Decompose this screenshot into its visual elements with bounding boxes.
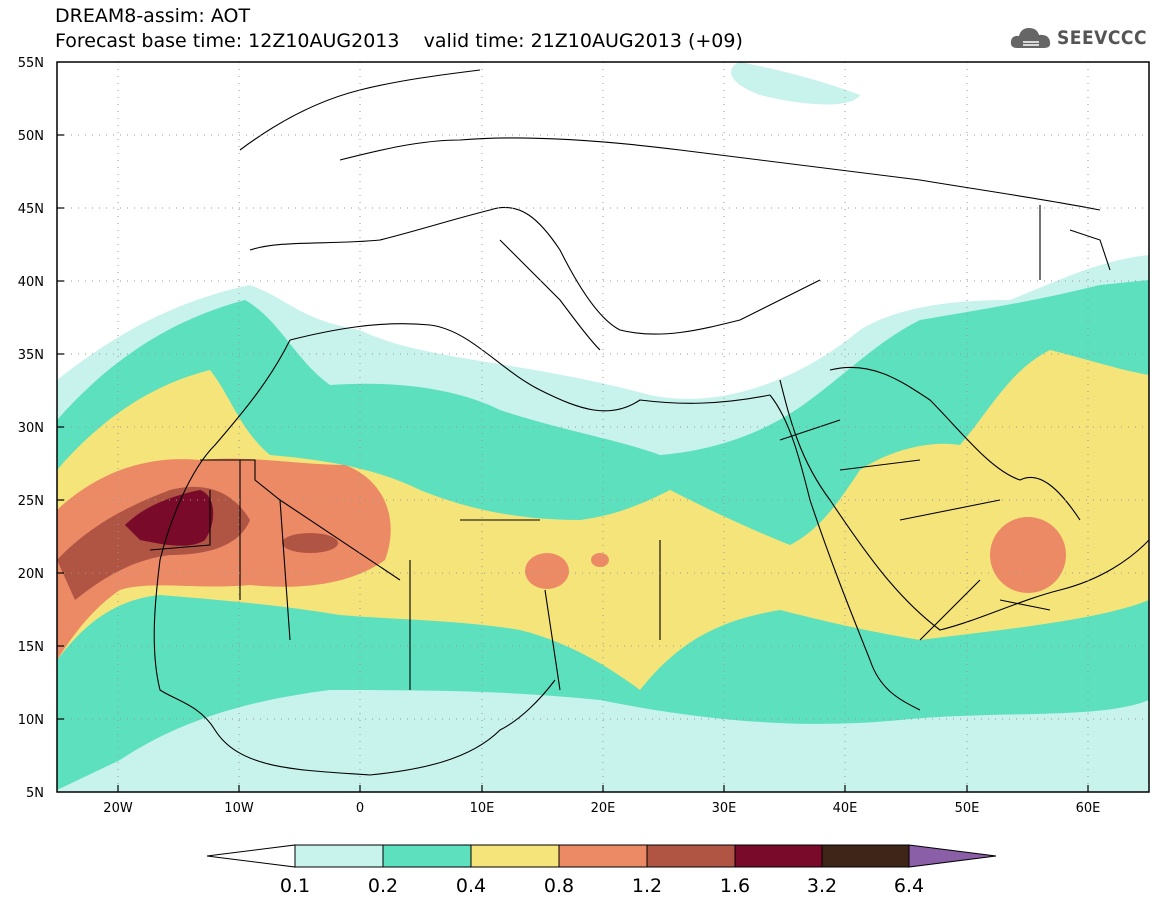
colorbar-label: 3.2 xyxy=(807,875,837,897)
lon-label: 10W xyxy=(224,801,254,816)
lat-label: 20N xyxy=(18,567,44,582)
lon-label: 20E xyxy=(591,801,616,816)
forecast-times: Forecast base time: 12Z10AUG2013 valid t… xyxy=(55,30,743,52)
axis-ticks xyxy=(57,134,1089,792)
logo-text: SEEVCCC xyxy=(1056,27,1147,49)
colorbar-bin xyxy=(470,844,560,868)
valid-time: valid time: 21Z10AUG2013 (+09) xyxy=(423,30,743,52)
lat-label: 40N xyxy=(18,275,44,290)
colorbar-bin xyxy=(646,844,736,868)
lon-label: 0 xyxy=(356,801,364,816)
lat-label: 5N xyxy=(26,786,44,801)
colorbar-label: 0.4 xyxy=(456,875,486,897)
lon-label: 60E xyxy=(1076,801,1101,816)
base-time: Forecast base time: 12Z10AUG2013 xyxy=(55,30,400,52)
aot-contours xyxy=(57,62,1149,792)
lat-label: 15N xyxy=(18,640,44,655)
lat-label: 35N xyxy=(18,348,44,363)
seevccc-logo: SEEVCCC xyxy=(1009,24,1147,52)
lat-label: 25N xyxy=(18,494,44,509)
colorbar-label: 1.6 xyxy=(720,875,750,897)
colorbar-bin xyxy=(734,844,823,868)
lat-label: 45N xyxy=(18,202,44,217)
contour-0.8-chad2 xyxy=(591,553,609,567)
colorbar-bin xyxy=(821,844,910,868)
colorbar-labels: 0.1 0.2 0.4 0.8 1.2 1.6 3.2 6.4 xyxy=(280,875,924,897)
lat-label: 55N xyxy=(18,56,44,71)
contour-0.8-oman xyxy=(990,517,1066,593)
contour-0.4 xyxy=(57,350,1149,690)
colorbar-bin xyxy=(558,844,648,868)
lon-label: 40E xyxy=(833,801,858,816)
lon-label: 30E xyxy=(712,801,737,816)
colorbar-label: 0.2 xyxy=(368,875,398,897)
lat-label: 30N xyxy=(18,421,44,436)
colorbar-low-arrow xyxy=(206,844,296,868)
colorbar xyxy=(206,844,997,868)
colorbar-high-arrow xyxy=(908,844,997,868)
colorbar-label: 6.4 xyxy=(894,875,924,897)
lat-labels: 55N 50N 45N 40N 35N 30N 25N 20N 15N 10N … xyxy=(18,56,44,801)
contour-1.2-mali xyxy=(282,533,338,553)
cloud-icon xyxy=(1010,28,1051,48)
colorbar-label: 0.1 xyxy=(280,875,310,897)
map-title: DREAM8-assim: AOT xyxy=(55,5,251,27)
lon-label: 10E xyxy=(470,801,495,816)
colorbar-label: 0.8 xyxy=(544,875,574,897)
colorbar-bin xyxy=(294,844,384,868)
contour-1.6 xyxy=(125,490,214,546)
contour-0.1-top xyxy=(731,62,860,105)
colorbar-label: 1.2 xyxy=(632,875,662,897)
colorbar-bin xyxy=(382,844,472,868)
gridlines xyxy=(57,62,1149,792)
lat-label: 50N xyxy=(18,129,44,144)
lon-label: 50E xyxy=(955,801,980,816)
lon-labels: 20W 10W 0 10E 20E 30E 40E 50E 60E xyxy=(103,801,1100,816)
lon-label: 20W xyxy=(103,801,133,816)
lat-label: 10N xyxy=(18,713,44,728)
contour-0.8-chad xyxy=(525,553,569,589)
